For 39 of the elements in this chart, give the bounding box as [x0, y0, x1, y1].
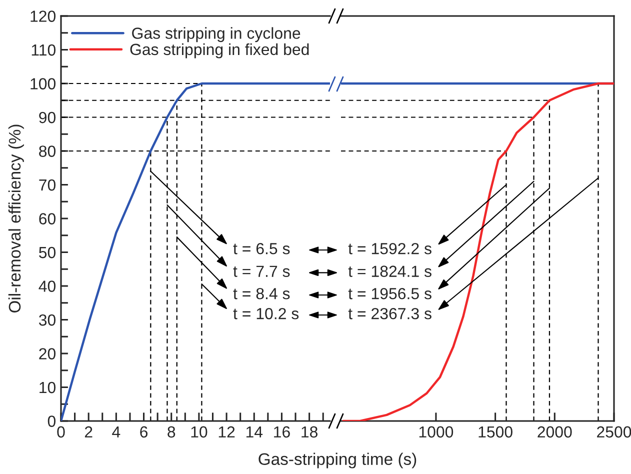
x-tick-label: 8: [168, 426, 176, 438]
y-tick-label: 10: [40, 382, 56, 394]
x-tick-label: 14: [246, 426, 263, 438]
y-tick-label: 30: [38, 314, 56, 326]
x-tick-label: 2000: [538, 426, 572, 438]
y-tick-label: 80: [39, 146, 56, 157]
x-tick-label: 18: [302, 426, 318, 438]
annotation: t = 7.7 s: [233, 266, 290, 277]
annotation: t = 2367.3 s: [348, 308, 432, 320]
x-tick-label: 4: [112, 426, 120, 438]
x-tick-label: 2500: [597, 426, 631, 438]
y-tick-label: 40: [38, 280, 56, 292]
y-tick-label: 50: [39, 246, 56, 258]
annotation: t = 1592.2 s: [348, 242, 432, 254]
legend-label: Gas stripping in fixed bed: [130, 43, 309, 58]
y-tick-label: 120: [30, 10, 56, 22]
x-tick-label: 1500: [478, 426, 512, 438]
annotation: t = 6.5 s: [233, 242, 290, 254]
annotation: t = 1956.5 s: [348, 288, 432, 300]
legend-label: Gas stripping in cyclone: [132, 27, 300, 42]
x-tick-label: 12: [218, 426, 235, 438]
x-axis-title: Gas-stripping time (s): [258, 452, 416, 468]
annotation: t = 8.4 s: [233, 288, 290, 300]
x-tick-label: 1000: [419, 426, 454, 438]
y-axis-title: Oil-removal efficiency (%): [8, 124, 24, 312]
x-tick-label: 16: [274, 426, 290, 438]
y-tick-label: 20: [39, 348, 56, 360]
y-tick-label: 70: [39, 179, 56, 191]
y-tick-label: 100: [30, 78, 56, 90]
y-tick-label: 0: [48, 416, 56, 427]
x-tick-label: 10: [191, 426, 208, 438]
y-tick-label: 110: [32, 44, 56, 56]
y-tick-label: 90: [39, 112, 56, 124]
annotation: t = 1824.1 s: [348, 266, 432, 277]
x-tick-label: 6: [140, 426, 148, 438]
y-tick-label: 60: [39, 213, 56, 224]
x-tick-label: 2: [84, 426, 92, 438]
annotation: t = 10.2 s: [233, 308, 299, 320]
x-tick-label: 0: [57, 426, 65, 438]
